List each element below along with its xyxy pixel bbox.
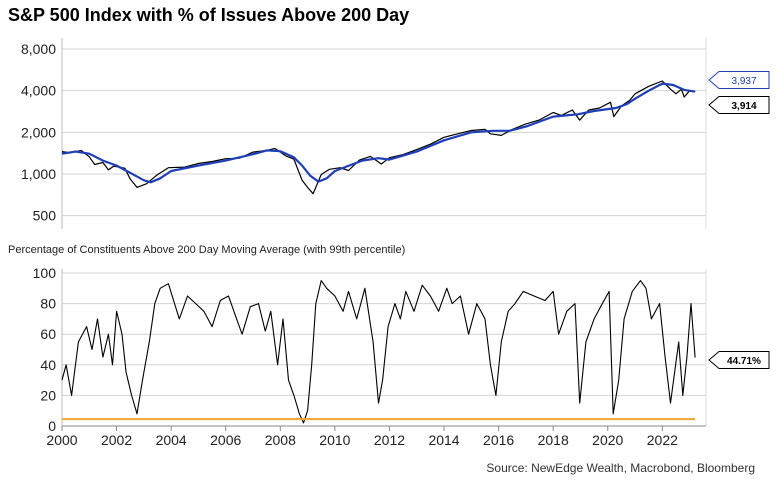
x-tick-label: 2014: [428, 432, 459, 448]
pct-end-value-label: 44.71%: [727, 356, 761, 367]
lower-y-tick-label: 60: [40, 326, 56, 342]
lower-chart-title: Percentage of Constituents Above 200 Day…: [8, 244, 406, 256]
blue-end-value-box: [708, 71, 770, 89]
lower-y-tick-label: 20: [40, 387, 56, 403]
lower-y-tick-label: 40: [40, 357, 56, 373]
lower-y-tick-label: 100: [33, 265, 57, 281]
upper-y-tick-label: 1,000: [21, 166, 56, 182]
x-tick-label: 2008: [265, 432, 296, 448]
pct-end-value-box: [708, 351, 770, 369]
x-tick-label: 2012: [374, 432, 405, 448]
chart-title: S&P 500 Index with % of Issues Above 200…: [8, 5, 410, 25]
upper-y-tick-label: 8,000: [21, 41, 56, 57]
x-tick-label: 2022: [647, 432, 678, 448]
x-tick-label: 2002: [101, 432, 132, 448]
upper-series-1: [61, 82, 696, 184]
upper-y-tick-label: 2,000: [21, 124, 56, 140]
lower-y-tick-label: 80: [40, 296, 56, 312]
x-tick-label: 2016: [483, 432, 514, 448]
x-tick-label: 2004: [156, 432, 187, 448]
source-note: Source: NewEdge Wealth, Macrobond, Bloom…: [486, 461, 755, 475]
blue-end-value-label: 3,937: [731, 76, 756, 87]
x-tick-label: 2000: [46, 432, 77, 448]
x-tick-label: 2020: [592, 432, 623, 448]
upper-y-tick-label: 500: [33, 208, 57, 224]
x-tick-label: 2006: [210, 432, 241, 448]
x-tick-label: 2018: [538, 432, 569, 448]
black-end-value-label: 3,914: [731, 101, 756, 112]
lower-series-0: [61, 280, 696, 424]
lower-y-tick-label: 0: [48, 418, 56, 434]
upper-series-0: [61, 80, 696, 195]
upper-y-tick-label: 4,000: [21, 83, 56, 99]
black-end-value-box: [708, 96, 770, 114]
x-tick-label: 2010: [319, 432, 350, 448]
